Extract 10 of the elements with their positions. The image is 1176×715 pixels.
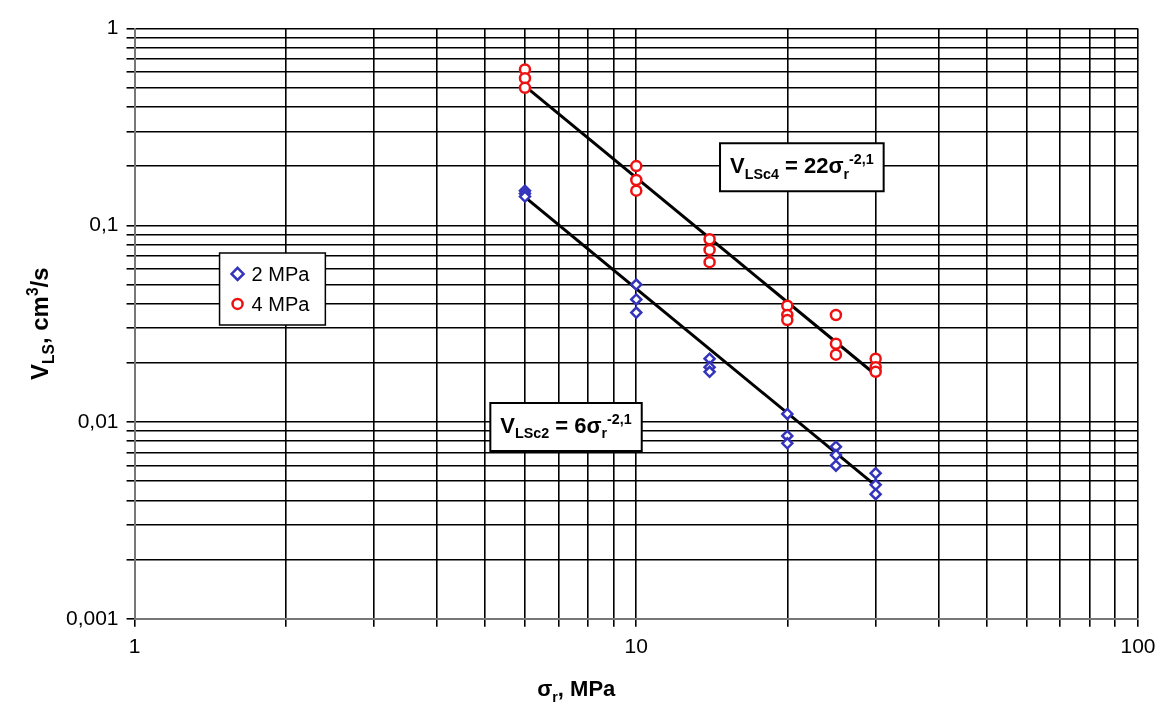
y-tick-label: 0,001 [65, 605, 119, 629]
x-tick-label: 100 [1120, 634, 1156, 658]
legend-label: 4 MPa [251, 292, 311, 315]
legend-label: 2 MPa [251, 262, 311, 285]
x-tick-label: 10 [624, 634, 648, 658]
x-tick-label: 1 [128, 634, 141, 658]
y-tick-label: 1 [106, 15, 119, 39]
y-tick-label: 0,01 [77, 408, 119, 432]
y-axis-title: VLS, cm3/s [24, 267, 57, 381]
y-tick-label: 0,1 [89, 212, 119, 236]
